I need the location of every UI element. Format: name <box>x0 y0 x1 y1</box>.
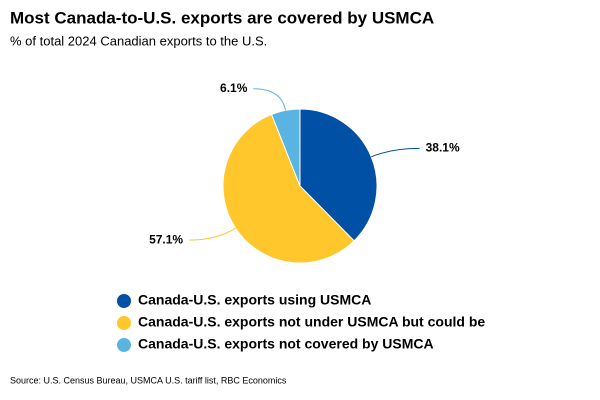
leader-line <box>253 88 287 111</box>
legend-marker <box>117 338 131 352</box>
legend-marker <box>117 316 131 330</box>
legend-marker <box>117 294 131 308</box>
data-label: 57.1% <box>149 232 183 246</box>
pie-slice <box>222 113 355 264</box>
legend-label: Canada-U.S. exports not under USMCA but … <box>138 314 485 330</box>
pie-slice <box>270 108 301 187</box>
data-label: 38.1% <box>426 141 460 155</box>
legend-label: Canada-U.S. exports not covered by USMCA <box>138 336 434 352</box>
pie-slice <box>299 108 378 242</box>
leader-line <box>371 147 420 158</box>
legend-label: Canada-U.S. exports using USMCA <box>138 292 371 308</box>
chart-subtitle: % of total 2024 Canadian exports to the … <box>10 33 267 48</box>
chart-title: Most Canada-to-U.S. exports are covered … <box>10 8 434 27</box>
source-note: Source: U.S. Census Bureau, USMCA U.S. t… <box>10 375 287 385</box>
leader-line <box>189 227 236 241</box>
data-label: 6.1% <box>220 81 248 95</box>
